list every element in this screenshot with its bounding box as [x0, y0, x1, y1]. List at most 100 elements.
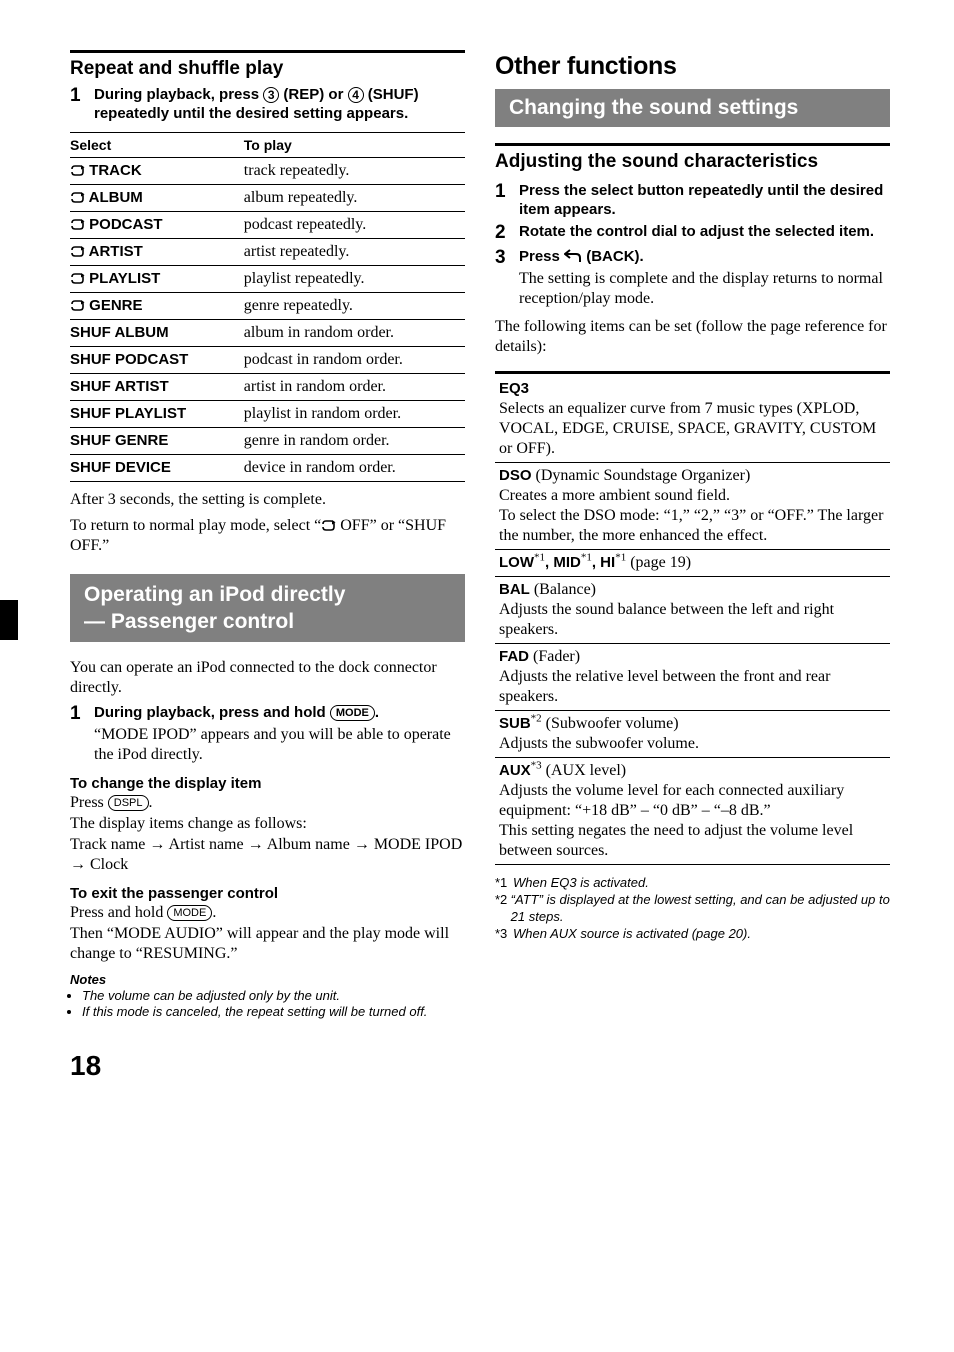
- select-cell: ARTIST: [70, 238, 244, 265]
- after-text-1: After 3 seconds, the setting is complete…: [70, 490, 465, 510]
- select-cell: SHUF PODCAST: [70, 346, 244, 373]
- band-passenger-control: Operating an iPod directly — Passenger c…: [70, 574, 465, 643]
- button-4-icon: 4: [348, 87, 364, 103]
- table-row: PLAYLISTplaylist repeatedly.: [70, 265, 465, 292]
- reference-block: AUX*3 (AUX level)Adjusts the volume leve…: [495, 758, 890, 865]
- step-number: 1: [70, 704, 94, 725]
- play-cell: artist repeatedly.: [244, 238, 465, 265]
- step-text: During playback, press and hold MODE. “M…: [94, 704, 465, 765]
- table-row: GENREgenre repeatedly.: [70, 292, 465, 319]
- step-detail: “MODE IPOD” appears and you will be able…: [94, 725, 465, 765]
- mode-button-icon: MODE: [330, 705, 375, 721]
- footnote: *2“ATT” is displayed at the lowest setti…: [495, 892, 890, 926]
- text: Press: [70, 794, 108, 811]
- play-cell: playlist repeatedly.: [244, 265, 465, 292]
- repeat-icon: [70, 165, 85, 176]
- play-cell: artist in random order.: [244, 373, 465, 400]
- rule: [495, 143, 890, 146]
- page-number: 18: [70, 1050, 899, 1082]
- repeat-icon: [70, 300, 85, 311]
- note-item: The volume can be adjusted only by the u…: [82, 988, 465, 1004]
- footnote: *1When EQ3 is activated.: [495, 875, 890, 892]
- right-column: Other functions Changing the sound setti…: [495, 50, 890, 1020]
- ref-head: SUB: [499, 715, 531, 732]
- rule: [495, 371, 890, 374]
- text: (REP) or: [279, 86, 347, 103]
- heading-change-display: To change the display item: [70, 775, 465, 792]
- play-cell: genre in random order.: [244, 427, 465, 454]
- step-list: 1 During playback, press and hold MODE. …: [70, 704, 465, 765]
- repeat-shuffle-table: Select To play TRACKtrack repeatedly. AL…: [70, 132, 465, 482]
- reference-block: FAD (Fader)Adjusts the relative level be…: [495, 644, 890, 711]
- repeat-icon: [321, 520, 336, 531]
- play-cell: playlist in random order.: [244, 400, 465, 427]
- step-list: 1 During playback, press 3 (REP) or 4 (S…: [70, 86, 465, 124]
- passenger-intro: You can operate an iPod connected to the…: [70, 658, 465, 698]
- text: To return to normal play mode, select “: [70, 517, 321, 534]
- reference-block: EQ3Selects an equalizer curve from 7 mus…: [495, 379, 890, 463]
- repeat-icon: [70, 246, 85, 257]
- table-row: SHUF PODCASTpodcast in random order.: [70, 346, 465, 373]
- after-text-2: To return to normal play mode, select “ …: [70, 516, 465, 556]
- select-cell: SHUF PLAYLIST: [70, 400, 244, 427]
- select-cell: SHUF ALBUM: [70, 319, 244, 346]
- heading-adjusting-sound: Adjusting the sound characteristics: [495, 151, 890, 174]
- step-text: Press the select button repeatedly until…: [519, 182, 890, 220]
- notes-heading: Notes: [70, 972, 465, 987]
- step-detail: The setting is complete and the display …: [519, 269, 890, 309]
- play-cell: podcast repeatedly.: [244, 211, 465, 238]
- step-number: 1: [495, 182, 519, 203]
- select-cell: ALBUM: [70, 184, 244, 211]
- exit-detail: Then “MODE AUDIO” will appear and the pl…: [70, 924, 465, 964]
- ref-head: EQ3: [499, 380, 529, 397]
- repeat-icon: [70, 219, 85, 230]
- select-cell: SHUF ARTIST: [70, 373, 244, 400]
- notes-list: The volume can be adjusted only by the u…: [70, 988, 465, 1021]
- table-row: ARTISTartist repeatedly.: [70, 238, 465, 265]
- follow-text: The following items can be set (follow t…: [495, 317, 890, 357]
- table-row: SHUF ARTISTartist in random order.: [70, 373, 465, 400]
- mode-button-icon: MODE: [167, 905, 212, 921]
- heading-exit-passenger: To exit the passenger control: [70, 885, 465, 902]
- ref-head: FAD: [499, 648, 529, 665]
- text: During playback, press: [94, 86, 263, 103]
- col-toplay: To play: [244, 132, 465, 157]
- text: Press and hold: [70, 904, 167, 921]
- dspl-button-icon: DSPL: [108, 795, 149, 811]
- select-cell: TRACK: [70, 157, 244, 184]
- band-changing-sound: Changing the sound settings: [495, 89, 890, 127]
- ref-head: BAL: [499, 581, 530, 598]
- button-3-icon: 3: [263, 87, 279, 103]
- step-text: During playback, press 3 (REP) or 4 (SHU…: [94, 86, 465, 124]
- repeat-icon: [70, 192, 85, 203]
- text: .: [212, 904, 216, 921]
- play-cell: track repeatedly.: [244, 157, 465, 184]
- step-text: Rotate the control dial to adjust the se…: [519, 223, 874, 242]
- step-number: 1: [70, 86, 94, 107]
- rule: [70, 50, 465, 53]
- display-items-change: The display items change as follows:: [70, 814, 465, 834]
- ref-head: DSO: [499, 467, 532, 484]
- step-number: 3: [495, 248, 519, 269]
- text: .: [375, 704, 379, 721]
- edge-tab: [0, 600, 18, 640]
- play-cell: podcast in random order.: [244, 346, 465, 373]
- table-row: ALBUMalbum repeatedly.: [70, 184, 465, 211]
- note-item: If this mode is canceled, the repeat set…: [82, 1004, 465, 1020]
- table-row: SHUF DEVICEdevice in random order.: [70, 454, 465, 481]
- footnotes: *1When EQ3 is activated.*2“ATT” is displ…: [495, 875, 890, 943]
- play-cell: album in random order.: [244, 319, 465, 346]
- play-cell: genre repeatedly.: [244, 292, 465, 319]
- col-select: Select: [70, 132, 244, 157]
- select-cell: SHUF GENRE: [70, 427, 244, 454]
- select-cell: GENRE: [70, 292, 244, 319]
- select-cell: SHUF DEVICE: [70, 454, 244, 481]
- footnote: *3When AUX source is activated (page 20)…: [495, 926, 890, 943]
- ref-head: LOW: [499, 554, 534, 571]
- band-line1: Operating an iPod directly: [84, 581, 455, 608]
- table-row: TRACKtrack repeatedly.: [70, 157, 465, 184]
- left-column: Repeat and shuffle play 1 During playbac…: [70, 50, 465, 1020]
- select-cell: PODCAST: [70, 211, 244, 238]
- back-icon: [564, 249, 582, 263]
- adjusting-steps: 1Press the select button repeatedly unti…: [495, 182, 890, 309]
